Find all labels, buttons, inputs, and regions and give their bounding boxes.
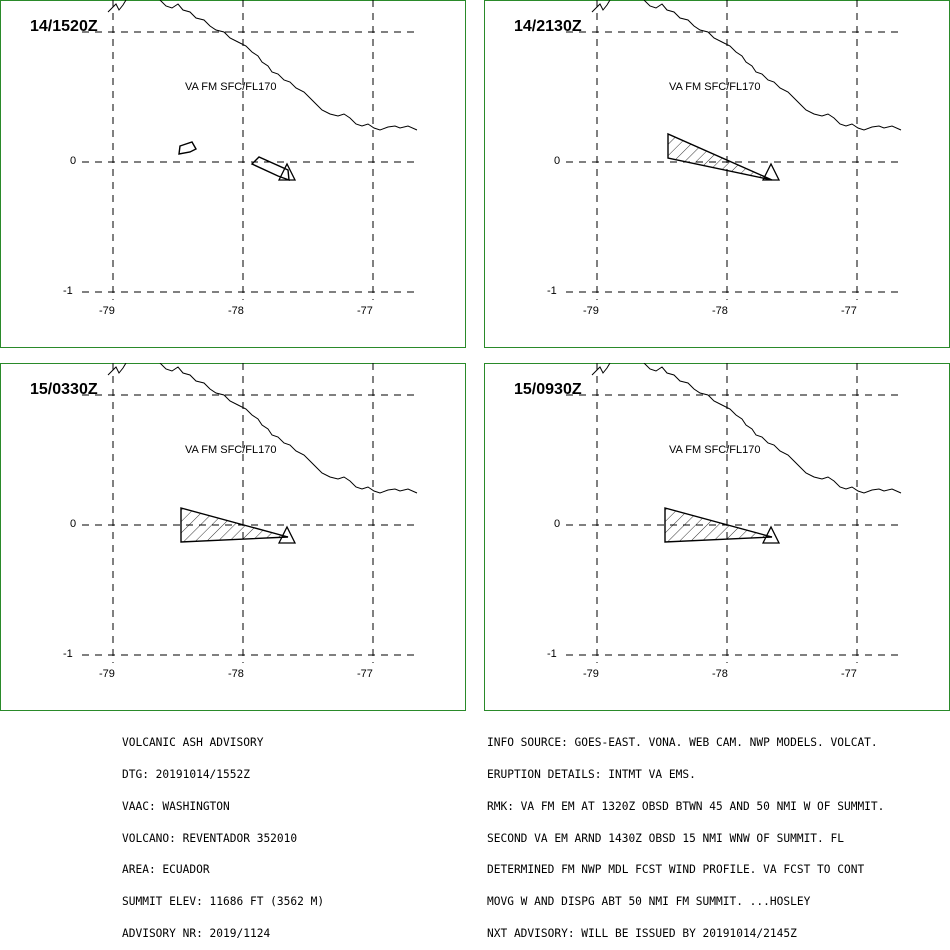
advisory-line: NXT ADVISORY: WILL BE ISSUED BY 20191014…: [487, 926, 797, 940]
coastline: [591, 363, 902, 494]
advisory-remarks-block: INFO SOURCE: GOES-EAST. VONA. WEB CAM. N…: [487, 717, 884, 950]
lat-tick-0: 0: [70, 155, 77, 167]
map-panel-4: 15/0930Z VA FM SFC/FL170 0 -1 -79 -78 -7…: [484, 363, 950, 711]
advisory-line: VAAC: WASHINGTON: [122, 799, 230, 813]
map-canvas: [484, 363, 950, 711]
lon-tick-79: -79: [583, 305, 599, 317]
ash-cloud-polygon: [250, 156, 290, 182]
lat-tick-0: 0: [554, 155, 561, 167]
advisory-line: SUMMIT ELEV: 11686 FT (3562 M): [122, 895, 325, 909]
advisory-line: INFO SOURCE: GOES-EAST. VONA. WEB CAM. N…: [487, 736, 878, 750]
coastline: [107, 363, 418, 494]
panel-time-label: 15/0330Z: [30, 381, 98, 398]
ash-cloud-polygon: [178, 141, 197, 155]
volcano-triangle-icon: [277, 525, 297, 544]
panel-altitude-label: VA FM SFC/FL170: [669, 81, 761, 93]
panel-altitude-label: VA FM SFC/FL170: [185, 81, 277, 93]
map-canvas: [0, 363, 466, 711]
lon-tick-77: -77: [841, 668, 857, 680]
coastline: [107, 0, 418, 131]
lon-tick-79: -79: [583, 668, 599, 680]
panel-time-label: 14/1520Z: [30, 18, 98, 35]
advisory-line: SECOND VA EM ARND 1430Z OBSD 15 NMI WNW …: [487, 831, 844, 845]
lon-tick-77: -77: [357, 305, 373, 317]
map-panel-3: 15/0330Z VA FM SFC/FL170 0 -1 -79 -78 -7…: [0, 363, 466, 711]
advisory-line: RMK: VA FM EM AT 1320Z OBSD BTWN 45 AND …: [487, 799, 885, 813]
advisory-line: AREA: ECUADOR: [122, 863, 210, 877]
panel-frame: [0, 0, 466, 348]
lon-tick-78: -78: [228, 668, 244, 680]
coastline: [591, 0, 902, 131]
panel-altitude-label: VA FM SFC/FL170: [669, 444, 761, 456]
advisory-line: MOVG W AND DISPG ABT 50 NMI FM SUMMIT. .…: [487, 895, 811, 909]
lat-tick-minus1: -1: [547, 285, 557, 297]
volcano-triangle-icon: [277, 162, 297, 181]
advisory-line: VOLCANIC ASH ADVISORY: [122, 736, 264, 750]
panel-altitude-label: VA FM SFC/FL170: [185, 444, 277, 456]
volcano-triangle-icon: [761, 525, 781, 544]
lon-tick-78: -78: [712, 668, 728, 680]
lon-tick-78: -78: [712, 305, 728, 317]
lon-tick-78: -78: [228, 305, 244, 317]
lat-tick-0: 0: [554, 518, 561, 530]
lat-tick-minus1: -1: [63, 648, 73, 660]
lon-tick-79: -79: [99, 305, 115, 317]
ash-cloud-polygon: [664, 507, 773, 543]
panel-frame: [0, 363, 466, 711]
advisory-line: ADVISORY NR: 2019/1124: [122, 926, 271, 940]
map-panel-1: 14/1520Z VA FM SFC/FL170 0 -1 -79 -78 -7…: [0, 0, 466, 348]
advisory-line: VOLCANO: REVENTADOR 352010: [122, 831, 298, 845]
advisory-line: ERUPTION DETAILS: INTMT VA EMS.: [487, 767, 696, 781]
map-canvas: [484, 0, 950, 348]
panel-time-label: 14/2130Z: [514, 18, 582, 35]
map-panel-2: 14/2130Z VA FM SFC/FL170 0 -1 -79 -78 -7…: [484, 0, 950, 348]
advisory-line: DTG: 20191014/1552Z: [122, 767, 250, 781]
lat-tick-0: 0: [70, 518, 77, 530]
ash-cloud-polygon: [667, 132, 773, 181]
volcano-triangle-icon: [761, 162, 781, 181]
map-canvas: [0, 0, 466, 348]
lon-tick-77: -77: [357, 668, 373, 680]
panel-time-label: 15/0930Z: [514, 381, 582, 398]
lat-tick-minus1: -1: [547, 648, 557, 660]
advisory-header-block: VOLCANIC ASH ADVISORY DTG: 20191014/1552…: [122, 717, 324, 950]
lon-tick-79: -79: [99, 668, 115, 680]
lat-tick-minus1: -1: [63, 285, 73, 297]
ash-cloud-polygon: [180, 507, 289, 543]
advisory-line: DETERMINED FM NWP MDL FCST WIND PROFILE.…: [487, 863, 865, 877]
lon-tick-77: -77: [841, 305, 857, 317]
